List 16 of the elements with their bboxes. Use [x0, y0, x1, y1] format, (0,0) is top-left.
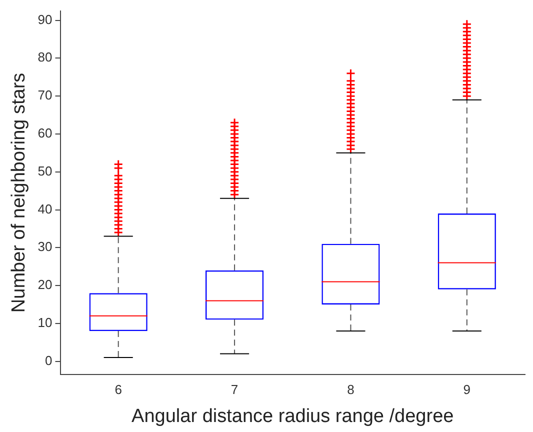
x-tick-label: 8	[347, 382, 354, 397]
x-tick-label: 7	[230, 382, 238, 397]
y-tick-label: 70	[38, 88, 52, 103]
y-tick-label: 60	[38, 126, 52, 141]
y-tick-label: 10	[38, 315, 52, 330]
y-tick-label: 90	[38, 12, 52, 27]
y-tick-label: 20	[38, 277, 52, 292]
y-tick-label: 40	[38, 201, 52, 216]
y-tick-label: 0	[45, 352, 52, 368]
y-tick-label: 30	[38, 239, 52, 254]
y-tick-label: 80	[38, 50, 52, 65]
x-tick-label: 9	[463, 382, 471, 397]
y-axis-title: Number of neighboring stars	[8, 72, 30, 313]
y-tick-label: 50	[38, 163, 52, 178]
x-axis-title: Angular distance radius range /degree	[132, 406, 454, 427]
x-tick-label: 6	[114, 382, 122, 397]
